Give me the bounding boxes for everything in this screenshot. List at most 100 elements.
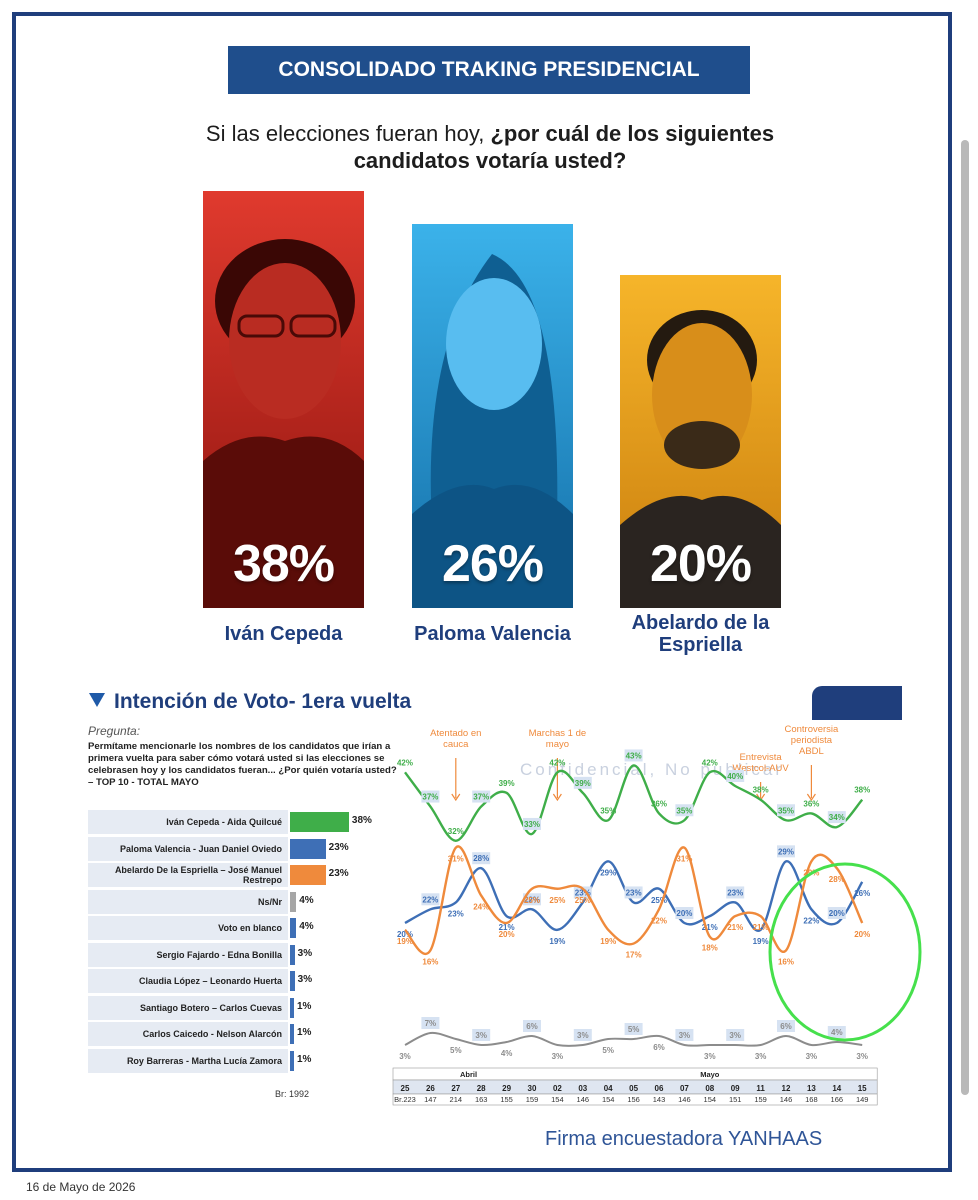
- bar-value-label: 23%: [328, 868, 349, 879]
- data-label: 35%: [676, 806, 692, 815]
- series-line: [404, 860, 864, 932]
- survey-question: Si las elecciones fueran hoy, ¿por cuál …: [180, 120, 800, 174]
- bar-category-label: Voto en blanco: [88, 916, 288, 940]
- data-label-box: [472, 852, 491, 865]
- x-tick-label: 26: [426, 1084, 435, 1093]
- data-label: 19%: [600, 937, 616, 946]
- data-label: 21%: [499, 923, 515, 932]
- data-label: 5%: [450, 1046, 462, 1055]
- data-label: 3%: [856, 1052, 868, 1061]
- data-label-box: [777, 845, 795, 858]
- x-tick-label: 29: [502, 1084, 511, 1093]
- data-label-box: [421, 893, 440, 906]
- bar-mark: [290, 838, 326, 859]
- data-label: 39%: [575, 779, 591, 788]
- data-label: 3%: [806, 1052, 818, 1061]
- x-tick-label: 06: [655, 1084, 664, 1093]
- candidate-name-cepeda: Iván Cepeda: [224, 623, 343, 645]
- data-label-box: [777, 1020, 795, 1032]
- data-label: 4%: [831, 1028, 843, 1037]
- data-label-box: [777, 804, 795, 817]
- bar-value-label: 3%: [297, 947, 313, 959]
- data-label: 20%: [676, 909, 692, 918]
- data-label: 35%: [600, 806, 616, 815]
- data-label: 20%: [499, 930, 515, 939]
- data-label: 42%: [549, 758, 565, 767]
- bar-mark: [290, 812, 349, 832]
- data-label-box: [624, 749, 643, 762]
- data-label: 23%: [575, 888, 591, 897]
- data-label-box: [472, 1029, 491, 1041]
- data-label: 7%: [425, 1019, 437, 1028]
- data-label: 3%: [755, 1052, 767, 1061]
- bar-value-label: 1%: [297, 1027, 312, 1038]
- base-label: 149: [856, 1095, 869, 1104]
- data-label: 3%: [399, 1052, 411, 1061]
- data-label: 19%: [397, 937, 413, 946]
- data-label: 3%: [577, 1031, 589, 1040]
- bar-category-label: Iván Cepeda - Aida Quilcué: [88, 810, 288, 834]
- bar-row: Sergio Fajardo - Edna Bonilla 3%: [88, 942, 388, 967]
- base-label: 159: [754, 1095, 767, 1104]
- data-label: 26%: [854, 889, 870, 898]
- data-label: 6%: [653, 1043, 665, 1052]
- data-label-box: [472, 790, 491, 803]
- bar-mark: [290, 997, 294, 1018]
- data-label: 17%: [626, 951, 642, 960]
- data-label: 22%: [524, 895, 540, 904]
- bar-category-label: Ns/Nr: [88, 889, 288, 914]
- data-label: 16%: [422, 957, 438, 966]
- data-label: 21%: [727, 923, 743, 932]
- section-title: Intención de Voto- 1era vuelta: [114, 690, 412, 713]
- data-label: 19%: [549, 937, 565, 946]
- x-tick-label: 15: [858, 1084, 867, 1093]
- data-label: 25%: [549, 896, 565, 905]
- portrait-silhouette: [412, 224, 573, 608]
- data-label-box: [675, 907, 694, 919]
- data-label-box: [827, 1026, 846, 1038]
- data-label: 18%: [702, 944, 718, 953]
- annotation-label: Entrevista: [739, 752, 782, 763]
- data-label-box: [827, 907, 846, 919]
- base-label: 154: [551, 1095, 564, 1104]
- pregunta-label: Pregunta:: [88, 724, 141, 738]
- base-label: 154: [602, 1095, 615, 1104]
- bar-value-label: 4%: [299, 894, 314, 906]
- base-label: 143: [653, 1095, 666, 1104]
- bar-row: Iván Cepeda - Aida Quilcué 38%: [88, 810, 388, 834]
- bar-category-label: Abelardo De la Espriella – José Manuel R…: [88, 863, 288, 887]
- bar-mark: [290, 865, 326, 885]
- watermark-text: Confidencial, No publicar: [520, 760, 784, 779]
- x-tick-label: 27: [451, 1084, 460, 1093]
- data-label-box: [675, 1029, 694, 1041]
- portrait-silhouette: [203, 191, 364, 608]
- bar-category-label: Paloma Valencia - Juan Daniel Oviedo: [88, 836, 288, 861]
- annotation-label: Atentado en: [430, 728, 481, 739]
- x-tick-label: 13: [807, 1084, 816, 1093]
- series-line: [404, 1031, 863, 1047]
- page-banner: CONSOLIDADO TRAKING PRESIDENCIAL: [228, 46, 750, 94]
- data-label: 29%: [778, 847, 794, 856]
- x-tick-label: 14: [832, 1084, 841, 1093]
- data-label-box: [726, 770, 745, 782]
- scrollbar[interactable]: [961, 140, 969, 1095]
- pregunta-text: Permítame mencionarle los nombres de los…: [88, 741, 397, 788]
- bar-category-label: Carlos Caicedo - Nelson Alarcón: [88, 1022, 288, 1046]
- month-label: Abril: [460, 1070, 477, 1079]
- data-label-box: [573, 1029, 592, 1041]
- data-label: 21%: [753, 923, 769, 932]
- bar-row: Santiago Botero – Carlos Cuevas 1%: [88, 995, 388, 1020]
- data-label: 21%: [702, 923, 718, 932]
- bar-value-label: 1%: [297, 1053, 312, 1065]
- data-label: 38%: [854, 786, 870, 795]
- data-label-box: [827, 811, 846, 824]
- annotation-arrowhead: [806, 793, 816, 802]
- base-label: 151: [729, 1095, 742, 1104]
- base-label: 159: [526, 1095, 539, 1104]
- base-label: 163: [475, 1095, 488, 1104]
- data-label: 6%: [526, 1022, 538, 1031]
- data-label: 5%: [628, 1025, 640, 1034]
- data-label-box: [675, 804, 694, 817]
- question-bold: ¿por cuál de los siguientes candidatos v…: [353, 121, 775, 173]
- bar-mark: [290, 891, 297, 912]
